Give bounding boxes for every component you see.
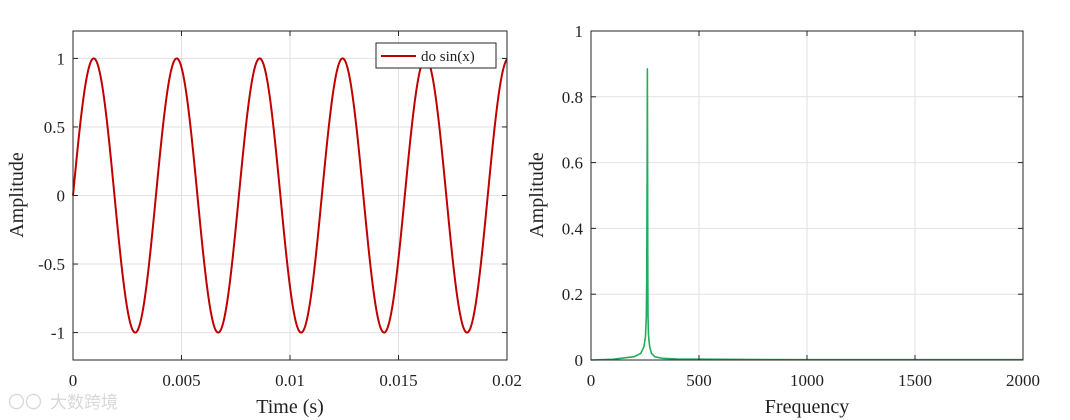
time-domain-plot: 0 0.005 0.01 0.015 0.02-1-0.500.51 Time (s) … <box>6 30 522 418</box>
right-grid <box>591 31 1023 360</box>
watermark: 〇〇 大数跨境 <box>8 393 118 413</box>
right-x-tick-label: 500 <box>686 371 712 390</box>
legend-label: do sin(x) <box>421 49 475 65</box>
right-x-axis-label: Frequency <box>765 396 849 418</box>
left-y-tick-label: 0 <box>57 187 66 206</box>
left-y-axis-label: Amplitude <box>6 152 28 238</box>
left-series-group <box>72 57 508 334</box>
left-y-tick-label: -0.5 <box>38 255 65 274</box>
right-x-tick-label: 1000 <box>790 371 824 390</box>
watermark-text: 大数跨境 <box>50 393 118 413</box>
watermark-logo-icon: 〇〇 <box>8 393 42 413</box>
left-y-tick-label: -1 <box>51 324 65 343</box>
left-y-tick-label: 0.5 <box>44 118 65 137</box>
right-y-tick-label: 0 <box>575 351 584 370</box>
right-y-tick-label: 0.2 <box>562 285 583 304</box>
left-y-tick-label: 1 <box>57 49 66 68</box>
right-y-tick-label: 0.4 <box>562 219 584 238</box>
right-y-axis-label: Amplitude <box>526 152 548 238</box>
right-y-tick-label: 1 <box>575 22 584 41</box>
frequency-domain-plot: 0 500 1000 1500 2000 0 0.2 0.4 0.6 0.8 1 Frequency… <box>526 22 1040 418</box>
right-y-tick-label: 0.6 <box>562 154 583 173</box>
left-x-axis-label: Time (s) <box>256 396 324 418</box>
left-x-tick-label: 0 <box>69 371 78 390</box>
left-grid <box>73 31 507 360</box>
left-x-tick-label: 0.01 <box>275 371 305 390</box>
left-series-line-0 <box>72 57 508 334</box>
legend: do sin(x) <box>375 42 497 69</box>
left-x-tick-label: 0.015 <box>379 371 417 390</box>
right-x-tick-label: 0 <box>587 371 596 390</box>
left-ticks: 0 0.005 0.01 0.015 0.02 -1 -0.5 0 0.5 1 <box>38 31 522 390</box>
right-y-tick-label: 0.8 <box>562 88 583 107</box>
left-x-tick-label: 0.02 <box>492 371 522 390</box>
right-x-tick-label: 2000 <box>1006 371 1040 390</box>
right-series-group <box>590 68 1024 361</box>
right-x-tick-label: 1500 <box>898 371 932 390</box>
right-ticks: 0 500 1000 1500 2000 0 0.2 0.4 0.6 0.8 1 <box>562 22 1040 390</box>
left-x-tick-label: 0.005 <box>162 371 200 390</box>
